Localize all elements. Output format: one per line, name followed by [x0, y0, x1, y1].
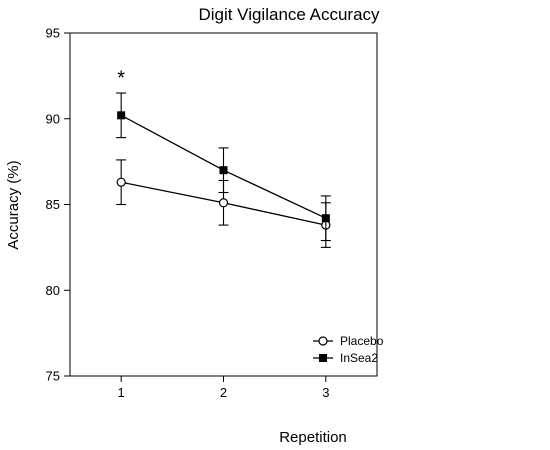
data-point-insea2 [321, 214, 330, 223]
legend-marker-insea2 [319, 354, 327, 362]
y-axis: 75 80 85 90 95 [46, 26, 70, 384]
legend: Placebo InSea2 [313, 334, 384, 365]
y-tick-label: 80 [46, 283, 60, 298]
data-point-placebo [116, 177, 126, 187]
annotation-layer: * [117, 68, 125, 90]
legend-label-placebo: Placebo [340, 334, 384, 348]
data-point-insea2 [219, 166, 228, 175]
legend-item-insea2: InSea2 [313, 351, 378, 365]
y-axis-label: Accuracy (%) [5, 160, 22, 249]
x-tick-label: 3 [322, 385, 329, 400]
legend-label-insea2: InSea2 [340, 351, 378, 365]
chart-title: Digit Vigilance Accuracy [198, 5, 380, 24]
x-axis: 1 2 3 [118, 376, 329, 400]
x-tick-label: 2 [220, 385, 227, 400]
y-tick-label: 90 [46, 111, 60, 126]
y-tick-label: 95 [46, 26, 60, 41]
x-tick-label: 1 [118, 385, 125, 400]
data-point-insea2 [117, 111, 126, 120]
x-axis-label: Repetition [279, 429, 347, 446]
legend-item-placebo: Placebo [313, 334, 384, 348]
significance-asterisk: * [117, 68, 125, 90]
y-tick-label: 75 [46, 369, 60, 384]
series-insea2 [116, 92, 331, 242]
series-layer [116, 92, 331, 248]
legend-marker-placebo [318, 336, 328, 346]
data-point-placebo [218, 198, 229, 208]
y-tick-label: 85 [46, 197, 60, 212]
